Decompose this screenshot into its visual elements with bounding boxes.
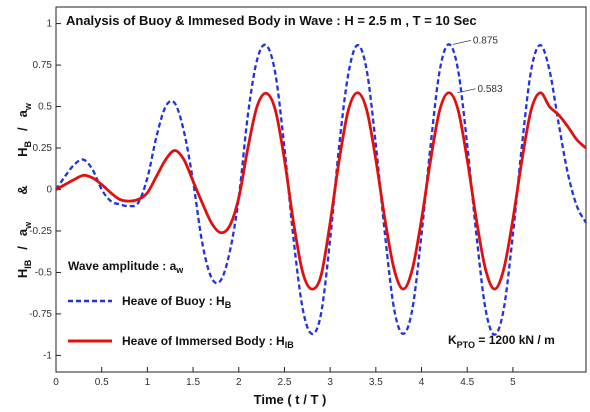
y-tick-label: 0.25 [33, 143, 53, 154]
y-axis-ticks: -1 -0.75 -0.5 -0.25 0 0.25 0.5 0.75 1 [29, 19, 61, 361]
y-tick-label: -0.25 [29, 226, 52, 237]
y-tick-label: 0.75 [33, 60, 53, 71]
series-layer [55, 43, 588, 336]
y-tick-label: 0.5 [38, 102, 52, 113]
annotation-leader [457, 88, 476, 94]
y-tick-label: 0 [46, 185, 52, 196]
chart-title: Analysis of Buoy & Immesed Body in Wave … [66, 13, 477, 28]
y-label-bottom: HIB/aw [15, 221, 33, 278]
x-tick-label: 0.5 [95, 377, 109, 388]
y-tick-label: 1 [46, 19, 52, 30]
x-tick-label: 1 [145, 377, 151, 388]
x-tick-label: 5 [510, 377, 516, 388]
x-axis-label: Time ( t / T ) [254, 392, 327, 407]
y-axis-label: HB/aw & HIB/aw [15, 102, 33, 278]
legend: Wave amplitude : aw Heave of Buoy : HB H… [68, 259, 294, 350]
series-line-buoy [55, 43, 588, 336]
plot-frame [55, 6, 587, 373]
y-tick-label: -0.75 [29, 309, 52, 320]
y-tick-label: -0.5 [35, 267, 53, 278]
x-tick-label: 4 [419, 377, 425, 388]
legend-title: Wave amplitude : aw [68, 259, 184, 275]
kpto-label: KPTO = 1200 kN / m [448, 333, 555, 350]
series-line-immersed-body [55, 91, 587, 291]
y-label-top: HB/aw [15, 102, 33, 157]
x-tick-label: 3.5 [369, 377, 383, 388]
y-label-amp: & [15, 185, 30, 194]
annotation-layer: 0.875 0.583 [452, 35, 503, 95]
x-axis-ticks: 0 0.5 1 1.5 2 2.5 3 3.5 4 4.5 5 [53, 367, 516, 388]
annotation-label: 0.583 [478, 84, 503, 95]
y-tick-label: -1 [43, 350, 52, 361]
x-tick-label: 0 [53, 377, 59, 388]
x-tick-label: 3 [327, 377, 333, 388]
annotation-leader [452, 39, 472, 45]
legend-label-buoy: Heave of Buoy : HB [122, 294, 232, 310]
x-tick-label: 1.5 [186, 377, 200, 388]
x-tick-label: 4.5 [460, 377, 474, 388]
x-tick-label: 2.5 [277, 377, 291, 388]
legend-label-immersed-body: Heave of Immersed Body : HIB [122, 334, 294, 350]
annotation-label: 0.875 [473, 35, 498, 46]
x-tick-label: 2 [236, 377, 242, 388]
